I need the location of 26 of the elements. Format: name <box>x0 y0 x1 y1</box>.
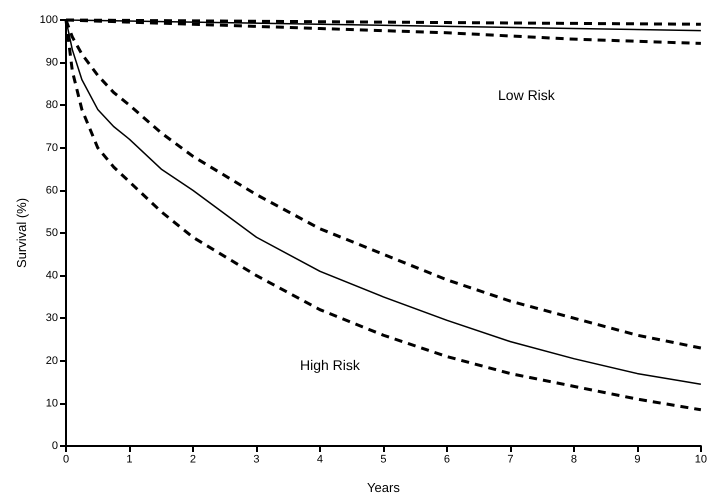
x-tick-label: 1 <box>126 454 133 466</box>
y-tick-label: 30 <box>46 312 58 324</box>
annotation: Low Risk <box>498 87 556 103</box>
x-tick-label: 6 <box>444 454 450 466</box>
y-tick-label: 90 <box>46 56 58 69</box>
y-tick-label: 70 <box>46 142 58 154</box>
x-tick-label: 7 <box>507 454 514 466</box>
y-tick-label: 0 <box>52 440 58 452</box>
x-tick-label: 5 <box>380 454 387 466</box>
y-tick-label: 10 <box>46 397 58 410</box>
x-axis-title: Years <box>367 480 400 495</box>
y-tick-label: 40 <box>46 270 58 282</box>
y-tick-label: 60 <box>46 184 58 196</box>
x-tick-label: 3 <box>253 454 260 466</box>
x-tick-label: 10 <box>694 454 708 466</box>
y-tick-label: 50 <box>46 227 58 239</box>
x-tick-label: 8 <box>570 454 577 466</box>
annotation: High Risk <box>300 357 361 373</box>
x-tick-label: 0 <box>62 454 70 466</box>
y-tick-label: 80 <box>46 99 58 112</box>
x-tick-label: 2 <box>190 454 196 466</box>
y-tick-label: 20 <box>46 354 58 367</box>
x-tick-label: 4 <box>316 454 324 466</box>
y-tick-label: 100 <box>40 14 58 26</box>
y-axis-title: Survival (%) <box>14 198 29 268</box>
x-tick-label: 9 <box>634 454 640 466</box>
